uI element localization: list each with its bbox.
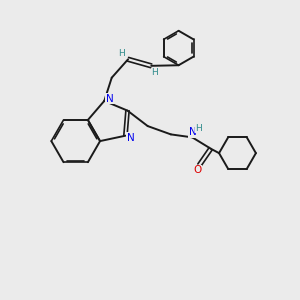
Text: N: N [127,133,135,143]
Text: H: H [195,124,202,133]
Text: H: H [152,68,158,77]
Text: O: O [193,165,202,176]
Text: N: N [106,94,113,104]
Text: H: H [118,49,125,58]
Text: N: N [189,127,197,137]
